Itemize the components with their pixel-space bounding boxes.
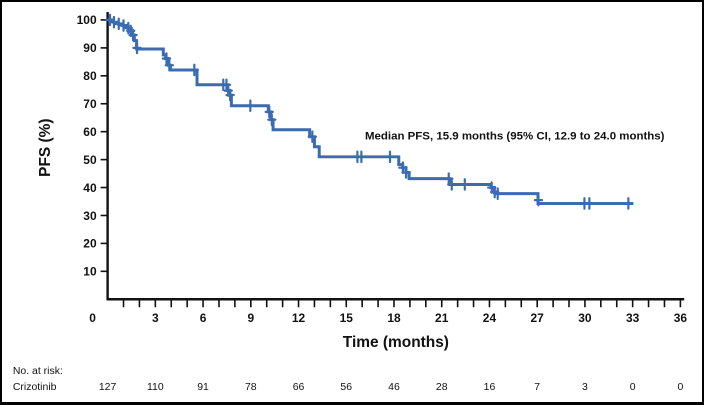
x-tick-label: 33: [626, 311, 640, 325]
at-risk-count: 28: [436, 382, 448, 393]
at-risk-row: 127 110 91 78 66 56 46 28 16 7 3 0 0: [99, 382, 684, 393]
y-tick-label: 20: [83, 237, 97, 251]
median-annotation: Median PFS, 15.9 months (95% CI, 12.9 to…: [365, 131, 665, 143]
y-tick-label: 50: [83, 153, 97, 167]
at-risk-count: 56: [340, 382, 352, 393]
at-risk-count: 78: [245, 382, 257, 393]
at-risk-count: 110: [147, 382, 164, 393]
y-tick-label: 60: [83, 125, 97, 139]
censor-marks: [105, 13, 634, 210]
at-risk-count: 3: [582, 382, 588, 393]
y-tick-label: 100: [77, 13, 97, 27]
x-tick-label: 6: [200, 311, 207, 325]
x-tick-label: 9: [247, 311, 254, 325]
y-tick-label: 70: [83, 97, 97, 111]
at-risk-count: 0: [630, 382, 636, 393]
at-risk-count: 46: [388, 382, 400, 393]
y-tick-label: 30: [83, 209, 97, 223]
x-tick-label: 27: [531, 311, 545, 325]
x-tick-label: 12: [292, 311, 306, 325]
x-tick-label: 30: [578, 311, 592, 325]
at-risk-count: 127: [99, 382, 117, 393]
x-ticks: [122, 300, 682, 308]
at-risk-series-name: Crizotinib: [13, 382, 57, 393]
km-curve-crizotinib: [107, 18, 634, 205]
at-risk-count: 0: [677, 382, 683, 393]
at-risk-count: 16: [484, 382, 496, 393]
x-tick-label: 0: [89, 311, 96, 325]
x-axis-title: Time (months): [343, 334, 449, 351]
y-tick-label: 40: [83, 181, 97, 195]
at-risk-count: 7: [534, 382, 540, 393]
at-risk-count: 66: [293, 382, 305, 393]
x-tick-label: 3: [152, 311, 159, 325]
x-tick-label: 24: [483, 311, 497, 325]
y-tick-label: 10: [83, 265, 97, 279]
at-risk-label: No. at risk:: [13, 366, 63, 377]
plot-layer: 0 3 6 9 12 15 18 21 24 27 30 33 36102030405060708090…: [77, 11, 687, 393]
y-tick-label: 80: [83, 69, 97, 83]
at-risk-count: 91: [197, 382, 209, 393]
x-tick-label: 18: [387, 311, 401, 325]
y-ticks: 10 20 30 40 50 60 70 80 90 100: [77, 13, 107, 279]
y-tick-label: 90: [83, 41, 97, 55]
x-tick-label: 36: [674, 311, 688, 325]
x-tick-label: 15: [340, 311, 354, 325]
x-tick-labels: 0 3 6 9 12 15 18 21 24 27 30 33 36: [89, 311, 687, 325]
y-axis-title: PFS (%): [37, 118, 54, 176]
x-tick-label: 21: [435, 311, 449, 325]
